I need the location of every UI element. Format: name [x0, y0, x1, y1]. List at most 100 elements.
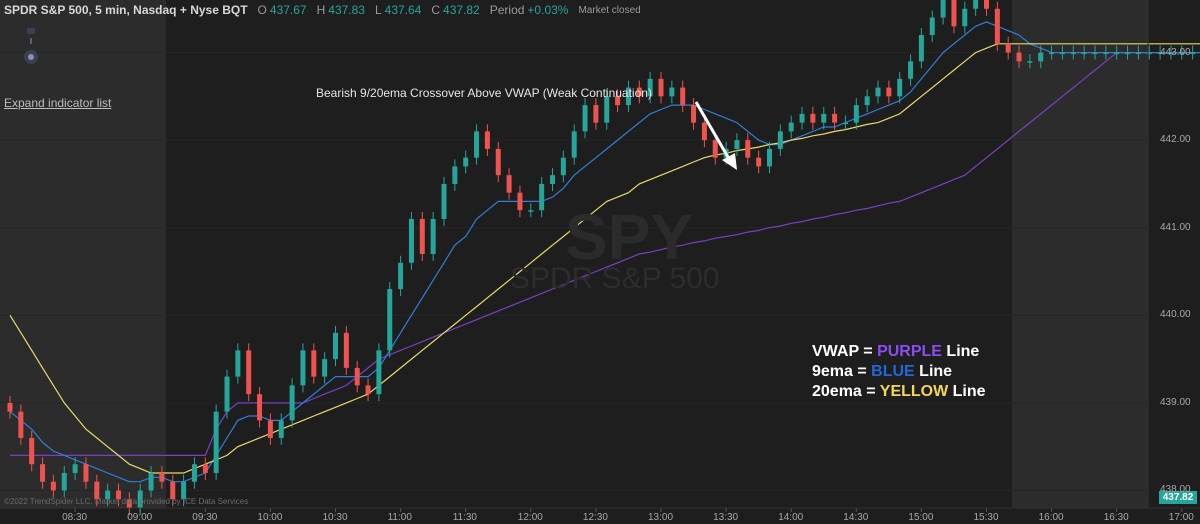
candle-body [1016, 52, 1022, 62]
time-tick-label: 14:30 [843, 512, 869, 523]
candle-body [810, 113, 816, 123]
candle-body [853, 105, 859, 123]
candle-body [1114, 52, 1120, 55]
price-tick-label: 438.00 [1160, 484, 1191, 496]
candle-body [29, 437, 35, 465]
candle-body [463, 157, 469, 167]
legend-vwap-prefix: VWAP = [812, 343, 878, 360]
candle-body [929, 17, 935, 36]
candle-body [137, 490, 143, 508]
expand-indicator-list-link[interactable]: Expand indicator list [4, 96, 112, 110]
high-label: H [316, 3, 326, 17]
candle-body [1190, 52, 1196, 55]
candle-body [105, 490, 111, 500]
legend-vwap-color-word: PURPLE [877, 343, 942, 360]
candle-body [994, 8, 1000, 44]
annotation-arrowhead [722, 153, 737, 170]
high-value-group: H 437.83 [317, 3, 365, 17]
close-label: C [431, 3, 441, 17]
candle-body [799, 113, 805, 123]
candle-body [7, 402, 13, 412]
candle-body [343, 332, 349, 368]
time-tick-label: 09:00 [127, 512, 153, 523]
candle-body [691, 105, 697, 123]
candle-body [506, 175, 512, 193]
candle-body [452, 166, 458, 184]
candle-body [636, 87, 642, 97]
candle-body [191, 464, 197, 482]
candle-body [1125, 52, 1131, 55]
candle-body [886, 87, 892, 97]
candle-body [539, 183, 545, 211]
candle-body [257, 394, 263, 421]
candle-body [962, 8, 968, 27]
legend-9ema-prefix: 9ema = [812, 363, 872, 380]
candle-body [712, 140, 718, 158]
time-tick-label: 09:30 [192, 512, 218, 523]
candle-body [1005, 43, 1011, 53]
premarket-shade [0, 0, 166, 508]
candle-body [745, 140, 751, 158]
candle-body [278, 420, 284, 438]
candle-body [365, 385, 371, 395]
candle-body [289, 385, 295, 421]
legend-9ema-suffix: Line [914, 363, 953, 380]
chart-tools-icon[interactable] [20, 24, 42, 68]
candle-body [224, 376, 230, 412]
candle-body [267, 420, 273, 438]
period-label: Period [489, 3, 525, 17]
candle-body [213, 411, 219, 473]
time-tick-label: 14:00 [778, 512, 804, 523]
legend-vwap: VWAP = PURPLE Line [812, 342, 986, 362]
low-value-group: L 437.64 [375, 3, 421, 17]
time-tick-label: 11:00 [387, 512, 412, 523]
candle-body [528, 210, 534, 212]
low-label: L [374, 3, 382, 17]
candle-body [1070, 52, 1076, 55]
candle-body [1179, 52, 1185, 55]
chart-header: SPDR S&P 500, 5 min, Nasdaq + Nyse BQT O… [4, 2, 641, 18]
watermark-name: SPDR S&P 500 [510, 262, 720, 295]
candle-body [1146, 52, 1152, 55]
candle-body [1135, 52, 1141, 55]
candle-body [973, 0, 979, 9]
candle-body [398, 262, 404, 290]
candle-body [1103, 52, 1109, 55]
candle-body [832, 113, 838, 123]
candle-body [1092, 52, 1098, 55]
candle-body [322, 359, 328, 377]
open-label: O [257, 3, 267, 17]
candle-body [951, 0, 957, 27]
legend-9ema: 9ema = BLUE Line [812, 362, 986, 382]
legend-20ema: 20ema = YELLOW Line [812, 382, 986, 402]
price-tick-label: 442.00 [1160, 134, 1191, 146]
legend-9ema-color-word: BLUE [871, 363, 915, 380]
candle-body [441, 183, 447, 219]
candle-body [940, 0, 946, 18]
candle-body [1059, 52, 1065, 55]
time-tick-label: 10:30 [322, 512, 348, 523]
candle-body [72, 464, 78, 473]
last-price-tag: 437.82 [1159, 491, 1197, 504]
candle-body [875, 87, 881, 97]
symbol-title[interactable]: SPDR S&P 500, 5 min, Nasdaq + Nyse BQT [4, 3, 248, 17]
candle-body [1168, 52, 1174, 55]
time-tick-label: 13:00 [648, 512, 674, 523]
time-tick-label: 16:30 [1103, 512, 1129, 523]
open-value-group: O 437.67 [258, 3, 307, 17]
candle-body [408, 218, 414, 263]
candle-body [474, 131, 480, 158]
time-tick-label: 08:30 [62, 512, 88, 523]
candle-body [908, 61, 914, 79]
open-value: 437.67 [269, 3, 307, 17]
candle-body [615, 96, 621, 106]
candle-body [1038, 52, 1044, 62]
candle-body [430, 218, 436, 254]
candle-body [126, 499, 132, 508]
candle-body [571, 131, 577, 158]
candle-body [1049, 52, 1055, 55]
annotation-arrow [694, 101, 734, 165]
low-value: 437.64 [384, 3, 422, 17]
